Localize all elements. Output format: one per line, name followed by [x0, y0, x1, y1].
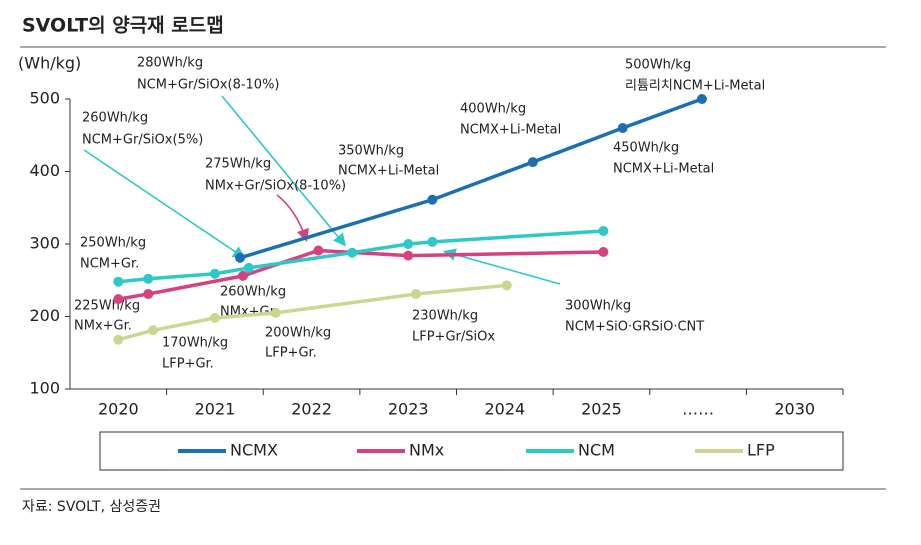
data-point [143, 273, 154, 284]
chart-title: SVOLT의 양극재 로드맵 [22, 15, 224, 37]
annotation: NCM+Gr/SiOx(8-10%) [137, 78, 280, 93]
data-point [209, 268, 220, 279]
y-tick-label: 500 [29, 89, 60, 108]
annotation: 225Wh/kg [74, 299, 140, 314]
y-tick-label: 400 [29, 161, 60, 180]
data-point [148, 325, 159, 336]
data-point [243, 262, 254, 273]
data-point [598, 225, 609, 236]
data-point [235, 252, 246, 263]
x-tick-label: 2022 [291, 400, 332, 419]
annotation: 170Wh/kg [162, 336, 228, 351]
annotation: NCM+Gr/SiOx(5%) [82, 133, 203, 148]
data-point [113, 334, 124, 345]
legend-label: LFP [747, 441, 775, 460]
data-point [143, 289, 154, 300]
x-tick-label: 2024 [484, 400, 525, 419]
annotation: 350Wh/kg [338, 144, 404, 159]
annotation: NMx+Gr. [74, 319, 132, 334]
y-axis-label: (Wh/kg) [18, 54, 81, 73]
arrow [221, 95, 347, 247]
legend-label: NCM [578, 441, 615, 460]
source: 자료: SVOLT, 삼성증권 [22, 499, 161, 515]
annotation: 300Wh/kg [565, 299, 631, 314]
arrow [442, 248, 561, 285]
annotation: LFP+Gr/SiOx [412, 330, 495, 345]
annotations: 280Wh/kg NCM+Gr/SiOx(8-10%) 260Wh/kg NCM… [74, 56, 765, 372]
data-point [617, 123, 628, 133]
arrow [83, 149, 246, 259]
annotation: 275Wh/kg [205, 157, 271, 172]
x-tick-label: 2021 [195, 400, 236, 419]
x-tick-label: 2030 [774, 400, 815, 419]
legend-box [99, 431, 844, 471]
y-tick-label: 100 [29, 379, 60, 398]
annotation: 400Wh/kg [460, 102, 526, 117]
series-line [117, 283, 507, 342]
annotation: NCMX+Li-Metal [613, 162, 714, 177]
data-point [527, 157, 538, 168]
annotation: NMx+Gr/SiOx(8-10%) [205, 179, 346, 194]
y-tick-label: 300 [29, 234, 60, 253]
x-tick-label: 2025 [581, 400, 622, 419]
data-point [403, 250, 414, 261]
data-point [696, 94, 707, 104]
annotation: LFP+Gr. [162, 357, 214, 372]
annotation: 리튬리치NCM+Li-Metal [625, 79, 765, 94]
annotation: 260Wh/kg [82, 111, 148, 126]
legend-label: NMx [409, 441, 444, 460]
data-point [410, 289, 421, 300]
annotation: NCMX+Li-Metal [338, 164, 439, 179]
x-tick-label: 2020 [98, 400, 139, 419]
annotation: 500Wh/kg [625, 58, 691, 73]
arrows [83, 95, 561, 285]
arrow [276, 194, 309, 243]
legend-label: NCMX [230, 441, 278, 460]
series-line [118, 229, 604, 284]
x-tick-label: 2023 [388, 400, 429, 419]
annotation: 280Wh/kg [137, 56, 203, 71]
annotation: NCM+SiO·GRSiO·CNT [565, 320, 704, 335]
y-tick-label: 200 [29, 306, 60, 325]
data-point [501, 280, 512, 291]
data-point [403, 239, 414, 249]
annotation: NCMX+Li-Metal [460, 123, 561, 138]
annotation: 450Wh/kg [613, 141, 679, 156]
data-point [237, 270, 248, 281]
annotation: 230Wh/kg [412, 309, 478, 324]
data-point [598, 246, 609, 257]
annotation: 250Wh/kg [80, 236, 146, 251]
data-point [209, 312, 220, 323]
data-point [347, 247, 358, 258]
data-point [427, 194, 438, 205]
annotation: LFP+Gr. [265, 346, 317, 361]
data-point [113, 276, 124, 287]
data-point [270, 307, 281, 318]
data-point [313, 245, 324, 256]
annotation: NCM+Gr. [80, 257, 139, 272]
x-tick-label: …… [682, 400, 714, 419]
data-point [113, 294, 124, 305]
data-point [427, 236, 438, 247]
annotation: 260Wh/kg [220, 285, 286, 300]
annotation: 200Wh/kg [265, 326, 331, 341]
